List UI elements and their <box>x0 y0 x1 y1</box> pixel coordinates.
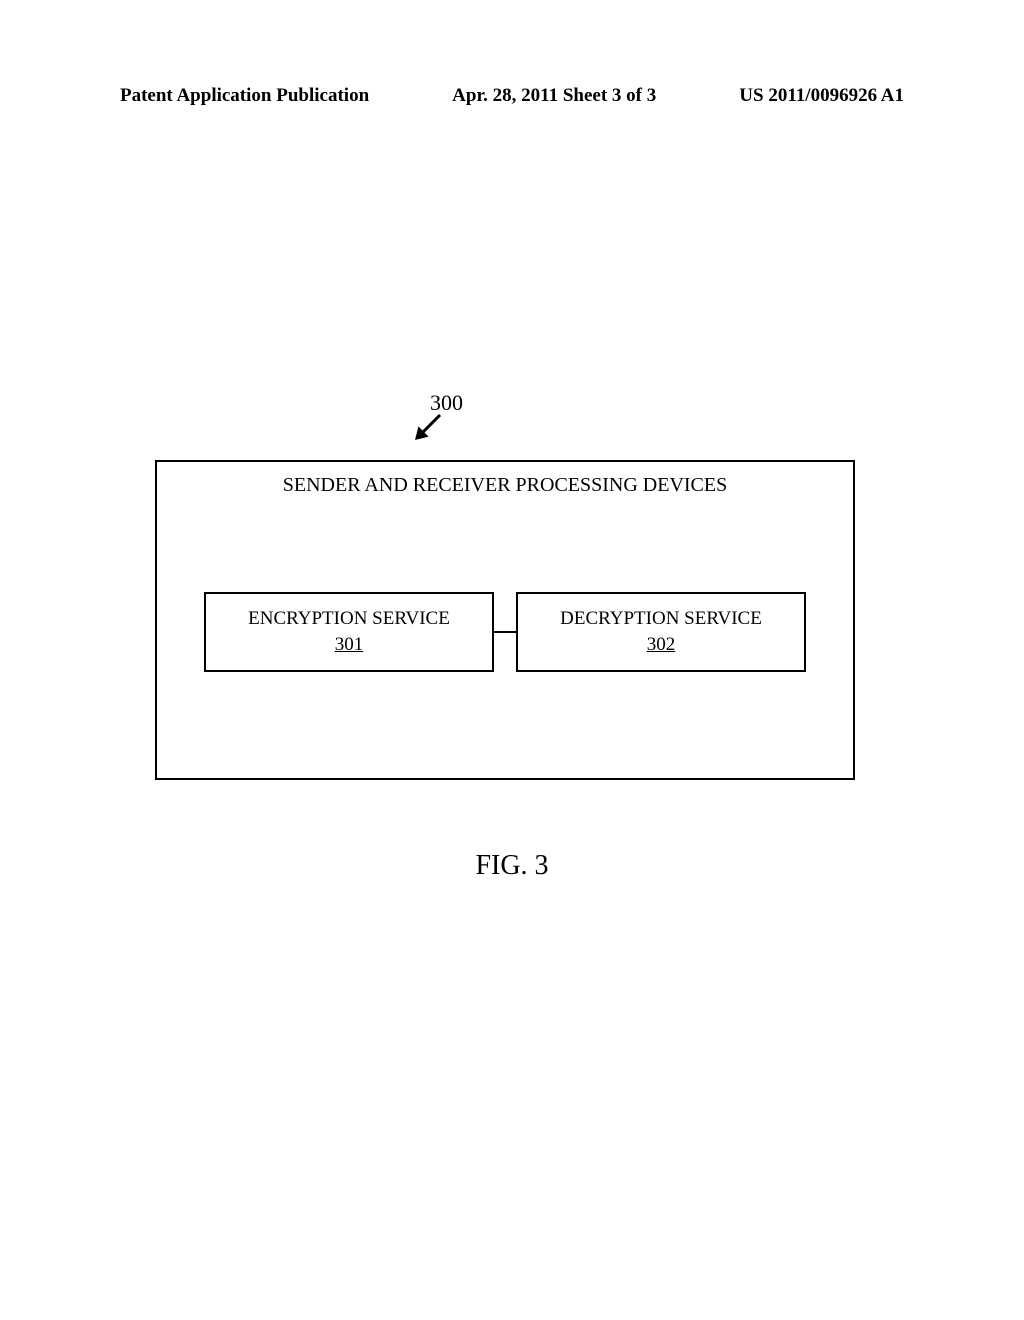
outer-box: SENDER AND RECEIVER PROCESSING DEVICES E… <box>155 460 855 780</box>
inner-box-row: ENCRYPTION SERVICE 301 DECRYPTION SERVIC… <box>157 592 853 672</box>
figure-caption: FIG. 3 <box>0 850 1024 882</box>
outer-box-title: SENDER AND RECEIVER PROCESSING DEVICES <box>157 462 853 497</box>
box-connector-line <box>494 631 516 633</box>
decryption-service-box: DECRYPTION SERVICE 302 <box>516 592 806 672</box>
encryption-service-ref: 301 <box>335 632 364 658</box>
header-left: Patent Application Publication <box>120 85 369 107</box>
header-right: US 2011/0096926 A1 <box>739 85 904 107</box>
reference-arrow-icon <box>401 401 454 454</box>
encryption-service-label: ENCRYPTION SERVICE <box>248 606 450 632</box>
encryption-service-box: ENCRYPTION SERVICE 301 <box>204 592 494 672</box>
decryption-service-label: DECRYPTION SERVICE <box>560 606 762 632</box>
page: Patent Application Publication Apr. 28, … <box>0 0 1024 1320</box>
header-center: Apr. 28, 2011 Sheet 3 of 3 <box>452 85 656 107</box>
page-header: Patent Application Publication Apr. 28, … <box>0 85 1024 107</box>
decryption-service-ref: 302 <box>647 632 676 658</box>
